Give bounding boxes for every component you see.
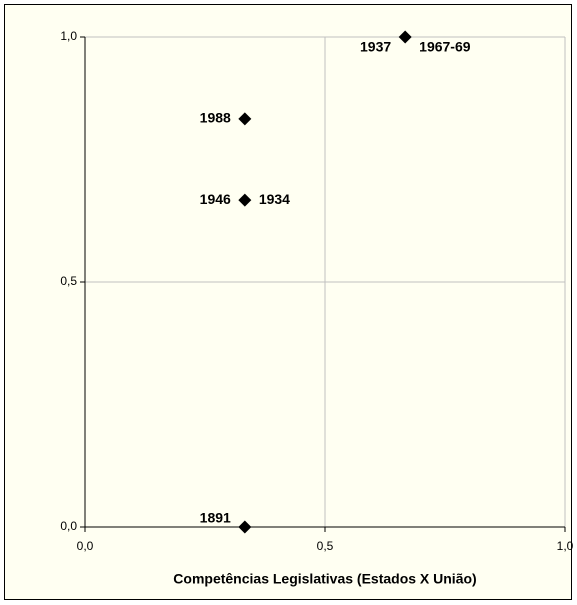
point xyxy=(238,112,252,126)
y-tick-label: 1,0 xyxy=(60,29,77,43)
point-label: 1934 xyxy=(259,191,290,207)
x-tick-label: 1,0 xyxy=(557,539,574,553)
point-label: 1988 xyxy=(200,110,231,126)
point xyxy=(398,30,412,44)
point-label: 1891 xyxy=(200,510,231,526)
y-tick-label: 0,5 xyxy=(60,274,77,288)
point-label: 1967-69 xyxy=(419,39,471,55)
y-tick-label: 0,0 xyxy=(60,519,77,533)
point xyxy=(238,193,252,207)
point-label: 1937 xyxy=(360,39,391,55)
point-label: 1946 xyxy=(200,191,231,207)
x-axis-title: Competências Legislativas (Estados X Uni… xyxy=(173,571,476,587)
x-tick-label: 0,0 xyxy=(77,539,94,553)
point xyxy=(238,520,252,534)
chart-frame xyxy=(4,4,572,600)
x-tick-label: 0,5 xyxy=(317,539,334,553)
